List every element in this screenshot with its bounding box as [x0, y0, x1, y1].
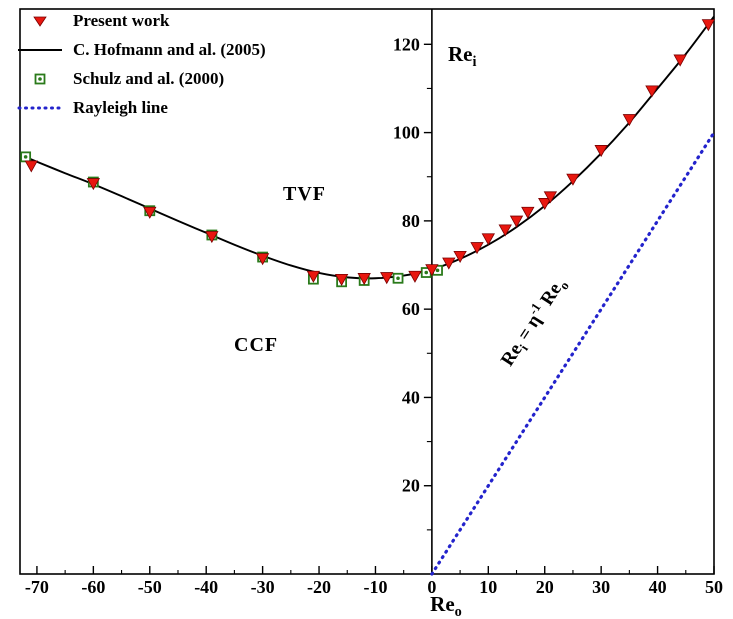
rayleigh-line — [430, 130, 716, 576]
present-work-point — [453, 250, 467, 264]
y-tick-label: 100 — [393, 123, 420, 143]
present-work-point — [594, 145, 608, 158]
y-tick-label: 80 — [402, 211, 420, 231]
region-label-tvf: TVF — [283, 183, 326, 205]
x-tick-label: -40 — [194, 577, 218, 597]
legend-label-rayleigh: Rayleigh line — [73, 97, 168, 117]
x-tick-label: -50 — [138, 577, 162, 597]
y-axis-title-base: Re — [448, 42, 473, 66]
solid-line-icon — [16, 42, 64, 58]
present-work-point — [498, 224, 512, 237]
y-tick-label: 20 — [402, 476, 420, 496]
square-marker-icon — [16, 71, 64, 87]
legend-label-schulz: Schulz and al. (2000) — [73, 68, 225, 88]
present-work-point — [255, 253, 270, 266]
x-tick-label: 40 — [649, 577, 667, 597]
region-label-ccf: CCF — [234, 334, 279, 356]
present-work-point — [380, 272, 394, 285]
present-work-point — [306, 270, 321, 283]
x-tick-label: 10 — [479, 577, 497, 597]
x-tick-label: 20 — [536, 577, 554, 597]
legend: Present work C. Hofmann and al. (2005) S… — [16, 6, 266, 122]
present-work-point — [143, 206, 157, 219]
present-work-point — [442, 257, 456, 270]
schulz-point-dot — [424, 270, 429, 275]
present-work-point — [566, 173, 580, 186]
y-tick-label: 40 — [402, 387, 420, 407]
legend-item-present-work: Present work — [16, 6, 266, 35]
present-work-point — [86, 178, 101, 191]
x-tick-label: 30 — [592, 577, 610, 597]
x-tick-label: -30 — [251, 577, 275, 597]
plot-frame — [19, 8, 715, 575]
legend-item-schulz: Schulz and al. (2000) — [16, 64, 266, 93]
x-axis-title-base: Re — [430, 592, 455, 616]
schulz-point-dot — [435, 268, 440, 273]
present-work-point — [538, 198, 552, 211]
present-work-point — [408, 270, 422, 283]
triangle-down-marker-icon — [16, 13, 64, 29]
x-tick-label: -70 — [25, 577, 49, 597]
present-work-point — [673, 54, 687, 67]
present-work-point — [357, 273, 371, 286]
present-work-point — [334, 273, 349, 286]
present-work-point — [425, 264, 439, 277]
present-work-point — [470, 242, 484, 255]
present-work-point — [645, 85, 659, 98]
x-axis-title: Reo — [406, 592, 486, 619]
x-axis-title-sub: o — [454, 604, 462, 619]
present-work-point — [24, 160, 38, 173]
present-work-point — [509, 215, 524, 228]
present-work-point — [205, 231, 219, 244]
x-tick-label: -60 — [81, 577, 105, 597]
x-tick-label: 50 — [705, 577, 723, 597]
x-tick-label: 0 — [427, 577, 436, 597]
present-work-point — [622, 114, 637, 127]
dotted-line-icon — [16, 100, 64, 116]
y-axis-title: Rei — [448, 42, 476, 71]
legend-label-hofmann: C. Hofmann and al. (2005) — [73, 39, 266, 59]
x-tick-label: -10 — [363, 577, 387, 597]
y-axis-title-sub: i — [472, 54, 477, 71]
legend-label-present-work: Present work — [73, 10, 170, 30]
y-tick-label: 120 — [393, 34, 420, 54]
x-tick-label: -20 — [307, 577, 331, 597]
present-work-point — [701, 19, 716, 32]
legend-item-hofmann: C. Hofmann and al. (2005) — [16, 35, 266, 64]
present-work-point — [543, 191, 558, 204]
present-work-point — [521, 206, 535, 219]
present-work-point — [481, 233, 495, 246]
legend-item-rayleigh: Rayleigh line — [16, 93, 266, 122]
y-tick-label: 60 — [402, 299, 420, 319]
schulz-point-dot — [23, 155, 28, 159]
schulz-point-dot — [396, 276, 400, 281]
